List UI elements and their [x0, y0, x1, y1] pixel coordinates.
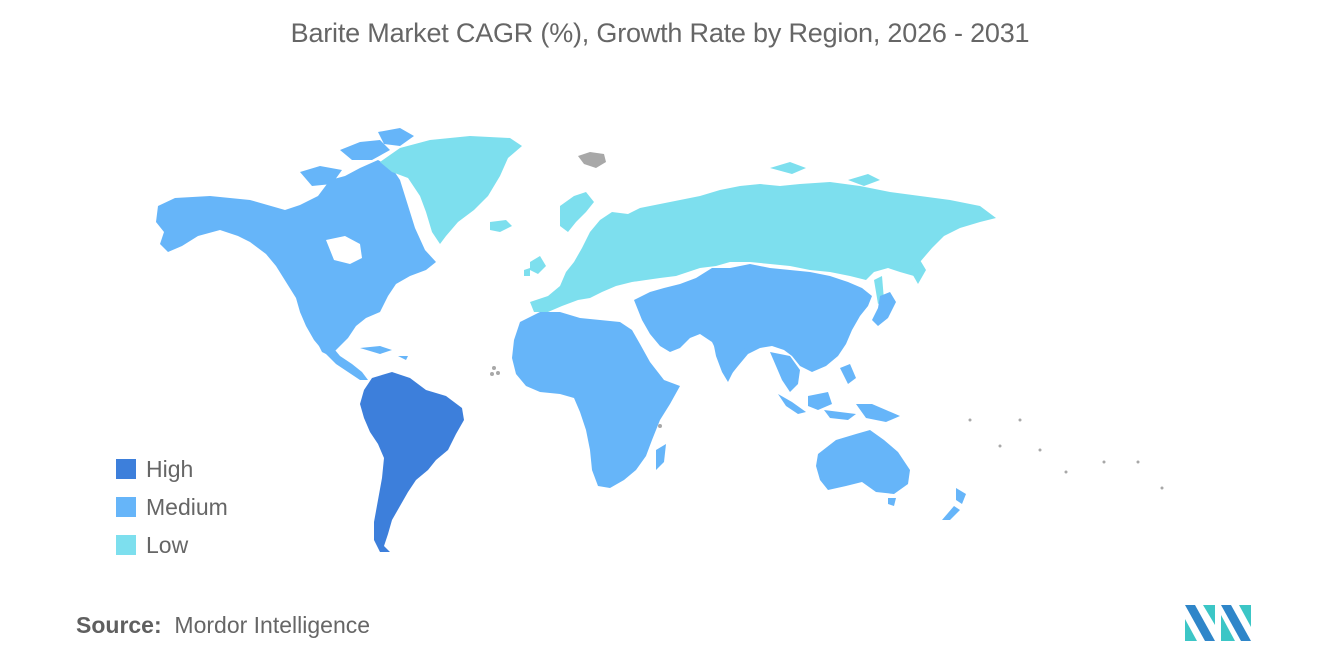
region-mea-apac	[512, 264, 966, 520]
legend: High Medium Low	[116, 450, 228, 564]
source-attribution: Source: Mordor Intelligence	[76, 612, 370, 639]
region-south-america	[360, 372, 464, 552]
legend-item-medium: Medium	[116, 488, 228, 526]
region-north-america	[156, 128, 436, 380]
legend-swatch-low	[116, 535, 136, 555]
chart-title: Barite Market CAGR (%), Growth Rate by R…	[290, 18, 1030, 48]
source-label: Source:	[76, 612, 162, 638]
source-value: Mordor Intelligence	[174, 612, 371, 638]
legend-label-low: Low	[146, 531, 189, 558]
legend-item-low: Low	[116, 526, 228, 564]
mordor-intelligence-logo-icon	[1185, 605, 1251, 641]
region-greenland	[380, 136, 522, 244]
legend-item-high: High	[116, 450, 228, 488]
region-europe-russia	[524, 162, 996, 312]
legend-swatch-medium	[116, 497, 136, 517]
legend-label-high: High	[146, 455, 194, 482]
legend-swatch-high	[116, 459, 136, 479]
legend-label-medium: Medium	[146, 493, 228, 520]
